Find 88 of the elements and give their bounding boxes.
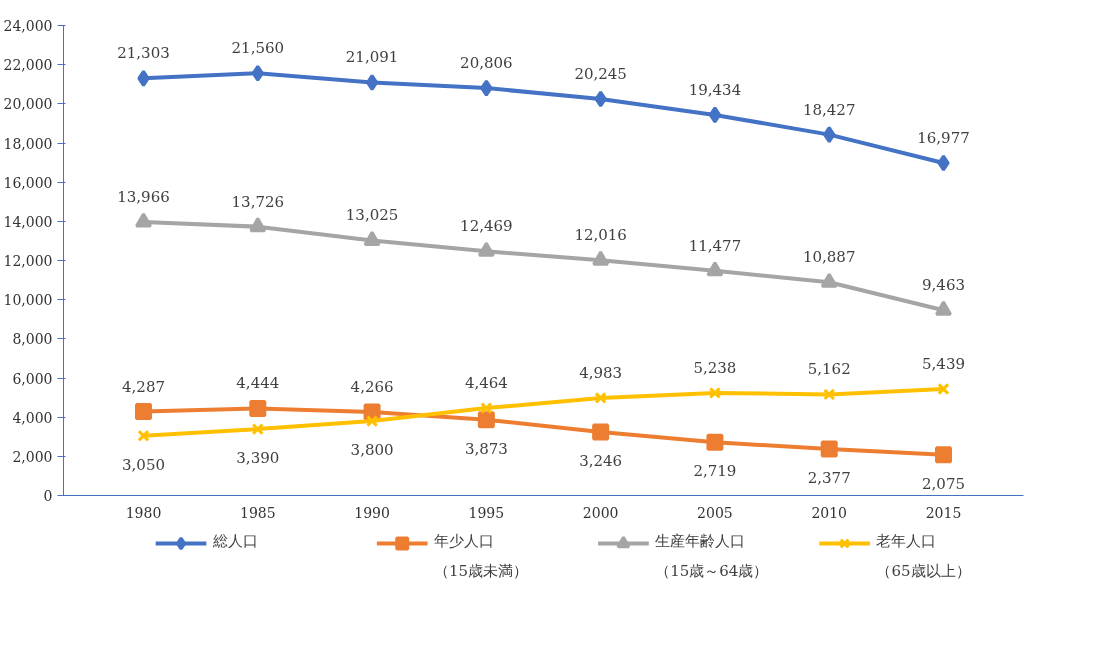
point: [477, 411, 495, 429]
data-label: 4,266: [350, 377, 394, 396]
data-label: 19,434: [688, 80, 742, 99]
point: [708, 386, 722, 400]
point: [706, 261, 724, 277]
point: [363, 230, 381, 246]
data-label: 5,162: [807, 360, 851, 379]
point: [708, 106, 722, 124]
data-label: 5,238: [693, 358, 737, 377]
x-tick-label: 1980: [125, 504, 162, 521]
data-label: 4,464: [464, 374, 508, 393]
legend-label: 総人口: [211, 531, 258, 550]
y-tick-label: 10,000: [3, 292, 53, 309]
data-label: 2,075: [922, 474, 965, 493]
y-tick-label: 20,000: [3, 96, 53, 113]
y-tick-label: 16,000: [3, 174, 53, 191]
data-label: 13,025: [345, 206, 399, 225]
x-tick-label: 1990: [354, 504, 390, 521]
point: [937, 154, 950, 172]
y-tick-label: 14,000: [3, 213, 53, 230]
data-label: 2,377: [807, 468, 851, 487]
point: [137, 429, 150, 442]
y-tick-label: 4,000: [12, 409, 53, 426]
legend-label: 年少人口（15歳未満）: [434, 531, 529, 581]
point: [249, 217, 267, 233]
point: [594, 391, 607, 405]
point: [365, 414, 379, 428]
data-label: 12,469: [460, 217, 513, 236]
data-label: 10,887: [802, 248, 856, 267]
point: [592, 423, 610, 441]
y-tick-label: 18,000: [3, 135, 53, 152]
x-tick-label: 2005: [697, 504, 733, 521]
data-label: 21,091: [345, 48, 399, 67]
y-tick-label: 24,000: [3, 18, 53, 34]
data-label: 20,806: [460, 54, 513, 73]
data-label: 3,050: [122, 455, 165, 474]
point: [935, 300, 952, 316]
point: [706, 433, 724, 451]
y-tick-label: 8,000: [12, 331, 53, 348]
data-label: 9,463: [922, 276, 965, 295]
data-label: 11,477: [688, 236, 742, 255]
data-label: 18,427: [802, 100, 856, 119]
data-label: 3,390: [236, 449, 280, 468]
data-label: 4,287: [122, 377, 165, 396]
data-label: 21,560: [231, 39, 285, 58]
x-tick-label: 1985: [239, 504, 276, 521]
data-label: 4,444: [236, 374, 280, 393]
data-label: 3,873: [464, 439, 508, 458]
point: [820, 272, 838, 288]
y-tick-label: 22,000: [3, 57, 53, 74]
x-tick-label: 2015: [925, 504, 962, 521]
x-tick-label: 2000: [582, 504, 619, 521]
data-label: 13,966: [117, 188, 170, 206]
data-label: 13,726: [231, 192, 285, 211]
point: [135, 403, 152, 421]
data-label: 5,439: [922, 354, 965, 373]
point: [937, 382, 950, 396]
point: [594, 90, 607, 108]
legend-label: 老年人口（65歳以上）: [876, 531, 971, 581]
data-label: 16,977: [917, 129, 970, 148]
point: [251, 423, 264, 436]
point: [365, 73, 379, 91]
data-label: 21,303: [117, 44, 170, 63]
data-label: 12,016: [574, 226, 627, 245]
data-label: 4,983: [579, 363, 623, 382]
data-label: 20,245: [574, 65, 627, 84]
data-label: 2,719: [693, 462, 737, 481]
point: [137, 69, 150, 87]
y-tick-label: 0: [43, 488, 53, 504]
point: [935, 446, 952, 464]
point: [480, 401, 493, 415]
point: [592, 250, 610, 266]
point: [823, 126, 836, 144]
point: [820, 440, 838, 458]
point: [249, 399, 267, 417]
y-tick-label: 6,000: [12, 370, 53, 387]
data-label: 3,246: [579, 451, 623, 470]
y-tick-label: 2,000: [12, 448, 53, 465]
point: [135, 212, 152, 228]
point: [480, 79, 493, 97]
point: [823, 388, 836, 401]
legend-label: 生産年齢人口（15歳～64歳）: [655, 531, 769, 581]
x-tick-label: 2010: [811, 504, 848, 521]
data-label: 3,800: [350, 441, 394, 460]
point: [251, 64, 264, 82]
y-tick-label: 12,000: [3, 253, 53, 269]
point: [477, 241, 495, 257]
x-tick-label: 1995: [468, 504, 505, 521]
